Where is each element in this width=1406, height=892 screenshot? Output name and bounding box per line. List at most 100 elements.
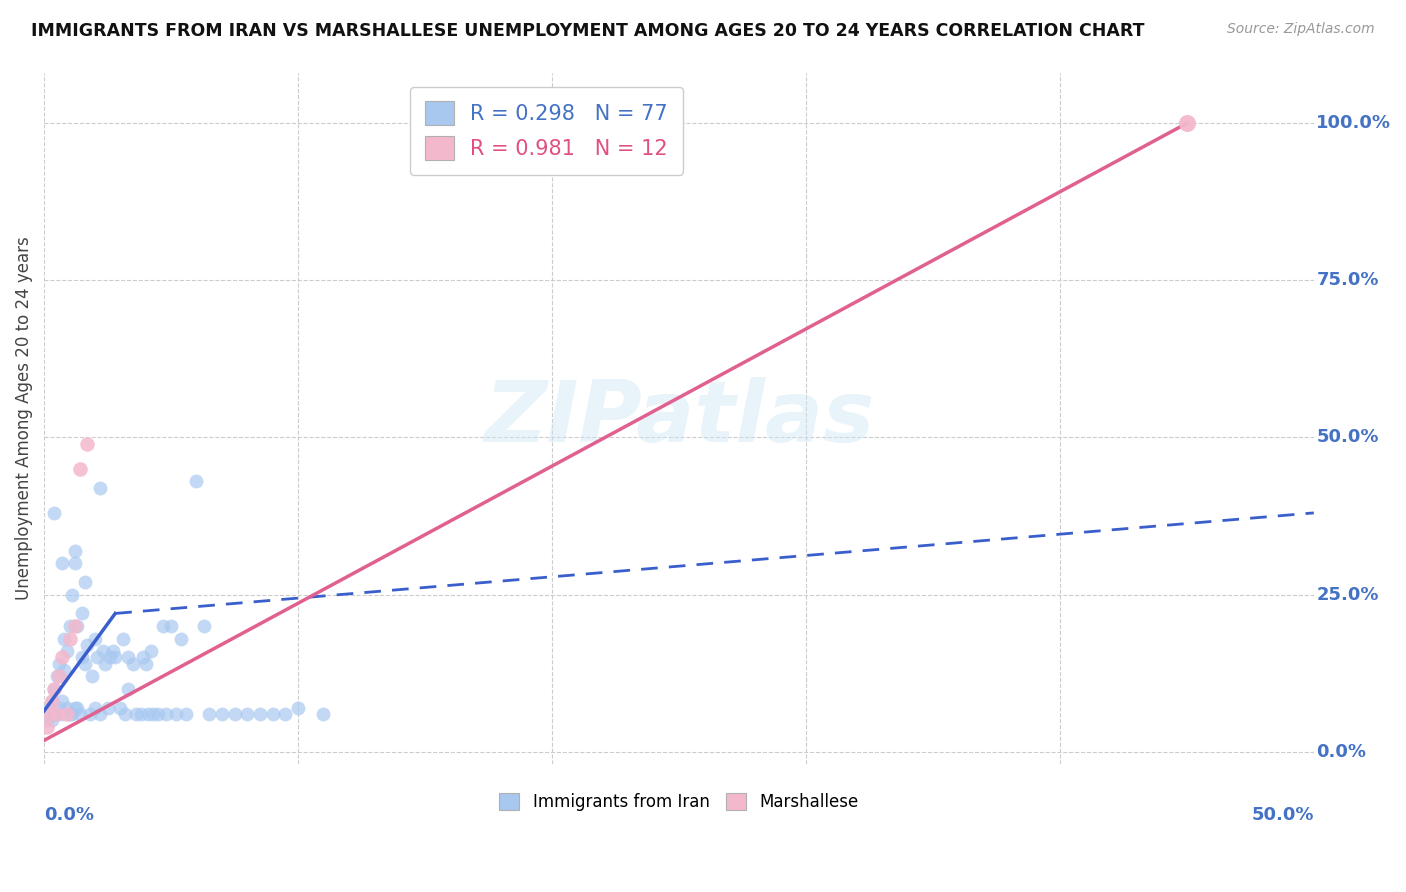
Text: 50.0%: 50.0% bbox=[1316, 428, 1379, 447]
Text: IMMIGRANTS FROM IRAN VS MARSHALLESE UNEMPLOYMENT AMONG AGES 20 TO 24 YEARS CORRE: IMMIGRANTS FROM IRAN VS MARSHALLESE UNEM… bbox=[31, 22, 1144, 40]
Point bbox=[224, 706, 246, 721]
Point bbox=[48, 669, 70, 683]
Point bbox=[56, 700, 79, 714]
Text: 0.0%: 0.0% bbox=[44, 805, 94, 823]
Point bbox=[44, 681, 66, 696]
Point bbox=[48, 657, 70, 671]
Point bbox=[83, 632, 105, 646]
Point bbox=[79, 706, 101, 721]
Point bbox=[186, 475, 208, 489]
Point bbox=[89, 481, 111, 495]
Point bbox=[45, 706, 67, 721]
Point bbox=[135, 657, 157, 671]
Point bbox=[82, 669, 104, 683]
Point bbox=[97, 700, 120, 714]
Point bbox=[69, 706, 91, 721]
Point bbox=[274, 706, 297, 721]
Point bbox=[129, 706, 152, 721]
Point bbox=[249, 706, 271, 721]
Point bbox=[91, 644, 114, 658]
Point bbox=[1175, 116, 1198, 130]
Point bbox=[35, 713, 58, 727]
Point bbox=[58, 632, 80, 646]
Point bbox=[114, 706, 136, 721]
Point bbox=[53, 632, 76, 646]
Point bbox=[45, 706, 67, 721]
Point bbox=[136, 706, 159, 721]
Point bbox=[58, 619, 80, 633]
Point bbox=[44, 681, 66, 696]
Point bbox=[160, 619, 183, 633]
Point bbox=[51, 650, 73, 665]
Point bbox=[152, 619, 174, 633]
Point bbox=[58, 706, 80, 721]
Point bbox=[176, 706, 198, 721]
Point bbox=[86, 650, 108, 665]
Text: 25.0%: 25.0% bbox=[1316, 585, 1379, 604]
Point bbox=[63, 619, 86, 633]
Point bbox=[69, 462, 91, 476]
Point bbox=[117, 681, 139, 696]
Point bbox=[139, 644, 162, 658]
Point bbox=[41, 694, 63, 708]
Point bbox=[124, 706, 146, 721]
Point bbox=[63, 700, 86, 714]
Point bbox=[101, 644, 124, 658]
Text: 50.0%: 50.0% bbox=[1251, 805, 1313, 823]
Point bbox=[132, 650, 155, 665]
Legend: Immigrants from Iran, Marshallese: Immigrants from Iran, Marshallese bbox=[492, 787, 865, 818]
Point bbox=[51, 706, 73, 721]
Point bbox=[35, 720, 58, 734]
Point bbox=[45, 669, 67, 683]
Point bbox=[170, 632, 193, 646]
Point bbox=[122, 657, 145, 671]
Point bbox=[198, 706, 221, 721]
Point bbox=[155, 706, 177, 721]
Point bbox=[41, 713, 63, 727]
Text: Source: ZipAtlas.com: Source: ZipAtlas.com bbox=[1227, 22, 1375, 37]
Point bbox=[51, 556, 73, 570]
Point bbox=[66, 700, 89, 714]
Point bbox=[211, 706, 233, 721]
Point bbox=[66, 619, 89, 633]
Point bbox=[70, 607, 93, 621]
Point bbox=[56, 644, 79, 658]
Point bbox=[48, 700, 70, 714]
Point bbox=[104, 650, 127, 665]
Point bbox=[38, 700, 60, 714]
Point bbox=[262, 706, 284, 721]
Y-axis label: Unemployment Among Ages 20 to 24 years: Unemployment Among Ages 20 to 24 years bbox=[15, 236, 32, 600]
Point bbox=[111, 632, 134, 646]
Point bbox=[60, 706, 83, 721]
Text: 0.0%: 0.0% bbox=[1316, 743, 1367, 761]
Point bbox=[63, 543, 86, 558]
Point bbox=[60, 588, 83, 602]
Point bbox=[41, 694, 63, 708]
Point bbox=[110, 700, 132, 714]
Point bbox=[148, 706, 170, 721]
Point bbox=[76, 638, 98, 652]
Point bbox=[94, 657, 117, 671]
Point bbox=[76, 436, 98, 450]
Point bbox=[44, 506, 66, 520]
Point bbox=[56, 706, 79, 721]
Point bbox=[98, 650, 121, 665]
Point bbox=[312, 706, 335, 721]
Point bbox=[63, 556, 86, 570]
Point bbox=[142, 706, 165, 721]
Text: ZIPatlas: ZIPatlas bbox=[484, 377, 875, 460]
Point bbox=[236, 706, 259, 721]
Point bbox=[70, 650, 93, 665]
Text: 100.0%: 100.0% bbox=[1316, 114, 1392, 132]
Point bbox=[53, 663, 76, 677]
Point bbox=[73, 657, 96, 671]
Point bbox=[73, 574, 96, 589]
Point bbox=[51, 694, 73, 708]
Point bbox=[287, 700, 309, 714]
Point bbox=[193, 619, 215, 633]
Point bbox=[83, 700, 105, 714]
Point bbox=[165, 706, 187, 721]
Point bbox=[38, 706, 60, 721]
Point bbox=[44, 706, 66, 721]
Point bbox=[89, 706, 111, 721]
